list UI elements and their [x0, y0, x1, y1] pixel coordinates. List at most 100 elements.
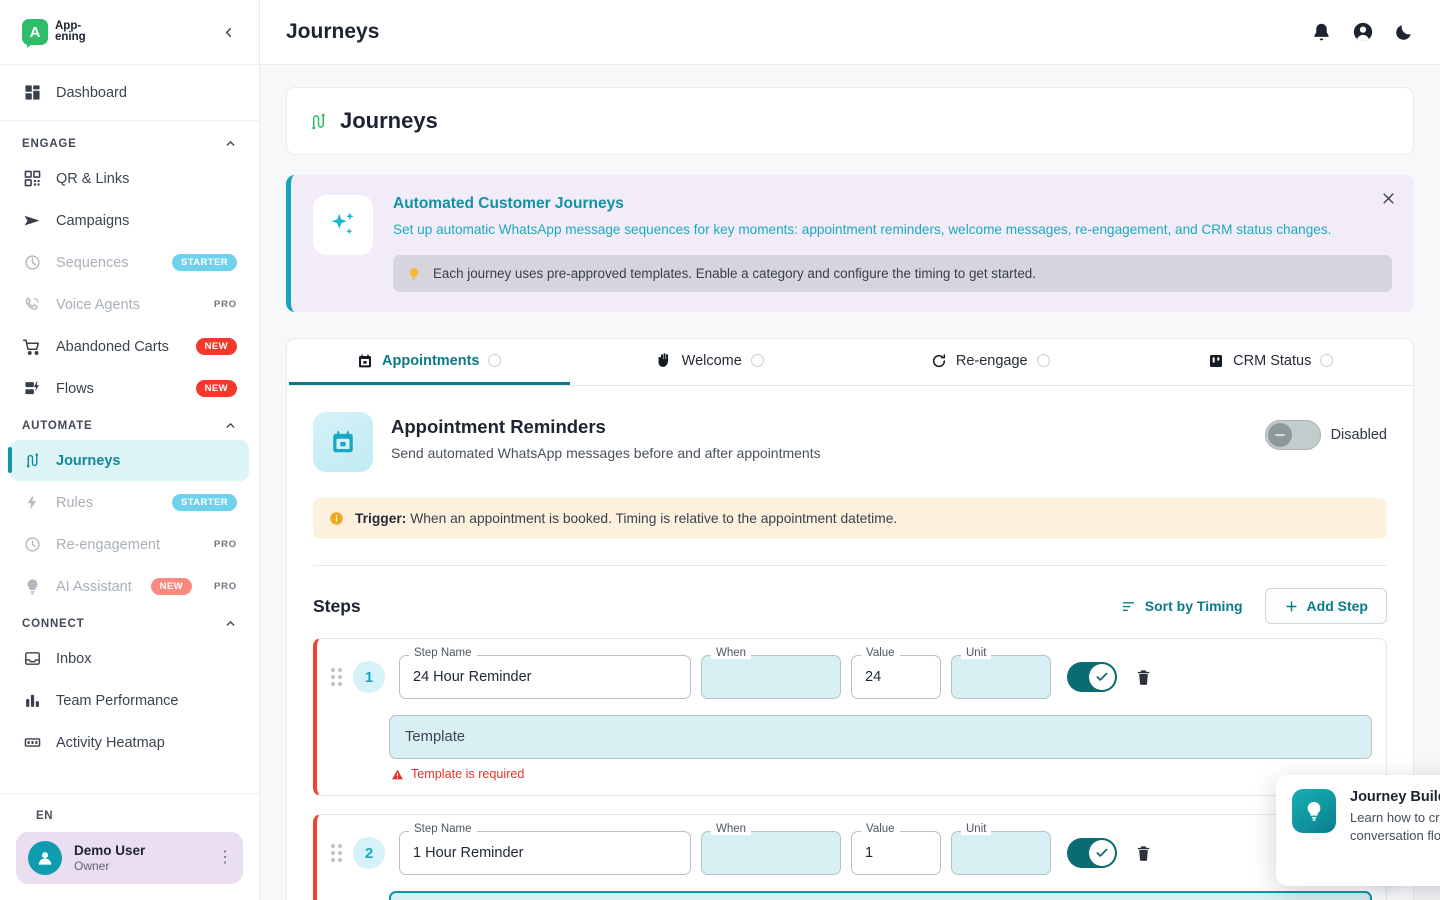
user-menu-button[interactable]: ⋮: [217, 849, 233, 866]
toggle-knob: [1089, 664, 1115, 690]
delete-step-icon[interactable]: [1127, 669, 1160, 686]
value-input[interactable]: 1: [851, 831, 941, 875]
value-field[interactable]: Value 1: [851, 823, 941, 875]
value-field[interactable]: Value 24: [851, 647, 941, 699]
app-logo[interactable]: A App- ening: [22, 19, 86, 48]
field-label: Step Name: [409, 823, 477, 835]
topbar-actions: [1311, 21, 1414, 43]
sidebar-item-label: Campaigns: [56, 212, 130, 229]
value-input[interactable]: 24: [851, 655, 941, 699]
sidebar-item-abandoned-carts[interactable]: Abandoned Carts NEW: [10, 326, 249, 367]
unit-field[interactable]: Unit: [951, 647, 1051, 699]
field-label: Unit: [961, 647, 992, 659]
user-card[interactable]: Demo User Owner ⋮: [16, 832, 243, 884]
sidebar-footer: EN Demo User Owner ⋮: [0, 793, 259, 900]
history-icon: [22, 536, 42, 553]
tab-welcome[interactable]: Welcome: [570, 339, 851, 385]
when-field[interactable]: When: [701, 823, 841, 875]
banner-text: Set up automatic WhatsApp message sequen…: [393, 222, 1332, 237]
template-select[interactable]: Template: [389, 891, 1372, 900]
sidebar-item-flows[interactable]: Flows NEW: [10, 368, 249, 409]
sidebar-group-label: CONNECT: [22, 617, 85, 630]
add-step-label: Add Step: [1306, 598, 1368, 614]
step-enabled-toggle[interactable]: [1067, 662, 1117, 692]
step-name-input[interactable]: 1 Hour Reminder: [399, 831, 691, 875]
banner-body: Automated Customer Journeys Set up autom…: [393, 195, 1392, 292]
sidebar-group-label: AUTOMATE: [22, 419, 93, 432]
step-row: 2 Step Name 1 Hour Reminder When Value: [327, 823, 1372, 875]
sidebar-item-journeys[interactable]: Journeys: [8, 440, 249, 481]
sidebar-item-inbox[interactable]: Inbox: [10, 638, 249, 679]
badge-new: NEW: [150, 578, 192, 595]
step-card: 2 Step Name 1 Hour Reminder When Value: [313, 814, 1387, 900]
sidebar-item-label: QR & Links: [56, 170, 130, 187]
language-selector[interactable]: EN: [36, 810, 54, 822]
step-card: 1 Step Name 24 Hour Reminder When Value: [313, 638, 1387, 796]
step-name-field[interactable]: Step Name 24 Hour Reminder: [399, 647, 691, 699]
sidebar-group-engage[interactable]: ENGAGE: [0, 128, 259, 157]
sidebar-collapse-button[interactable]: [215, 19, 241, 45]
tab-appointments[interactable]: Appointments: [289, 339, 570, 385]
sidebar-item-label: Team Performance: [56, 692, 179, 709]
journey-tabs-card: Appointments Welcome Re-engage: [286, 338, 1414, 900]
step-name-field[interactable]: Step Name 1 Hour Reminder: [399, 823, 691, 875]
tour-title: Journey Builder: [1350, 789, 1440, 805]
unit-select[interactable]: [951, 831, 1051, 875]
notifications-bell-icon[interactable]: [1311, 22, 1332, 43]
sidebar-item-label: Inbox: [56, 650, 92, 667]
sidebar-item-team-performance[interactable]: Team Performance: [10, 680, 249, 721]
unit-field[interactable]: Unit: [951, 823, 1051, 875]
chevron-up-icon: [224, 419, 237, 432]
drag-handle[interactable]: [327, 668, 343, 686]
bar-chart-icon: [22, 692, 42, 709]
lightbulb-icon: [407, 267, 421, 281]
step-name-input[interactable]: 24 Hour Reminder: [399, 655, 691, 699]
sidebar-item-sequences[interactable]: Sequences STARTER: [10, 242, 249, 283]
panel-titles: Appointment Reminders Send automated Wha…: [391, 412, 1247, 461]
step-enabled-toggle[interactable]: [1067, 838, 1117, 868]
sidebar-item-label: Re-engagement: [56, 536, 160, 553]
template-select[interactable]: Template: [389, 715, 1372, 759]
when-field[interactable]: When: [701, 647, 841, 699]
badge-starter: STARTER: [172, 254, 237, 271]
sidebar-item-campaigns[interactable]: Campaigns: [10, 200, 249, 241]
close-icon[interactable]: [1381, 191, 1396, 206]
info-banner: Automated Customer Journeys Set up autom…: [286, 175, 1414, 312]
sidebar-group-label: ENGAGE: [22, 137, 77, 150]
tab-re-engage[interactable]: Re-engage: [850, 339, 1131, 385]
sidebar: A App- ening Dashboard ENGAGE: [0, 0, 260, 900]
tour-popup: Journey Builder Learn how to create auto…: [1276, 775, 1440, 886]
sparkles-icon: [313, 195, 373, 255]
unit-select[interactable]: [951, 655, 1051, 699]
sidebar-group-automate[interactable]: AUTOMATE: [0, 410, 259, 439]
sidebar-item-ai-assistant[interactable]: AI Assistant NEW PRO: [10, 566, 249, 607]
badge-pro: PRO: [214, 581, 237, 592]
account-icon[interactable]: [1352, 21, 1374, 43]
dark-mode-moon-icon[interactable]: [1394, 22, 1414, 42]
sort-by-timing-button[interactable]: Sort by Timing: [1113, 592, 1251, 620]
sidebar-item-label: Dashboard: [56, 84, 127, 101]
sidebar-item-dashboard[interactable]: Dashboard: [10, 72, 249, 113]
journeys-icon: [309, 112, 328, 131]
steps-title: Steps: [313, 595, 361, 616]
tab-label: Appointments: [382, 352, 480, 369]
tab-crm-status[interactable]: CRM Status: [1131, 339, 1412, 385]
delete-step-icon[interactable]: [1127, 845, 1160, 862]
sidebar-item-rules[interactable]: Rules STARTER: [10, 482, 249, 523]
enable-journey-toggle[interactable]: [1264, 420, 1321, 450]
tour-body: Journey Builder Learn how to create auto…: [1350, 789, 1440, 845]
when-select[interactable]: [701, 655, 841, 699]
qr-code-icon: [22, 170, 42, 187]
sidebar-item-activity-heatmap[interactable]: Activity Heatmap: [10, 722, 249, 763]
sidebar-group-connect[interactable]: CONNECT: [0, 608, 259, 637]
template-error-text: Template is required: [411, 767, 525, 781]
sidebar-item-qr-links[interactable]: QR & Links: [10, 158, 249, 199]
drag-handle[interactable]: [327, 844, 343, 862]
sidebar-item-label: Abandoned Carts: [56, 338, 169, 355]
sidebar-item-re-engagement[interactable]: Re-engagement PRO: [10, 524, 249, 565]
sidebar-item-voice-agents[interactable]: Voice Agents PRO: [10, 284, 249, 325]
badge-pro: PRO: [214, 299, 237, 310]
when-select[interactable]: [701, 831, 841, 875]
add-step-button[interactable]: Add Step: [1264, 588, 1387, 624]
